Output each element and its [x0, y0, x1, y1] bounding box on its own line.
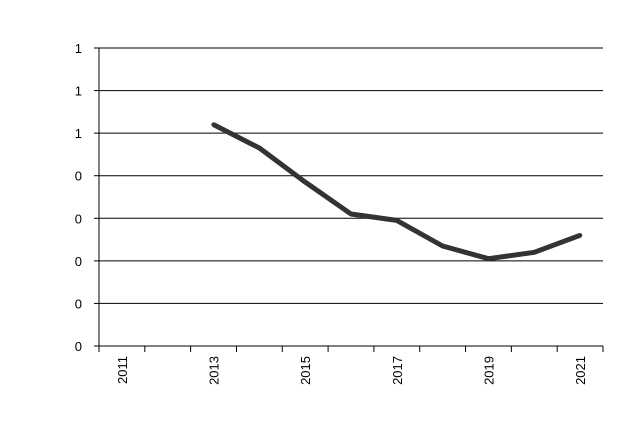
- data-point: [302, 179, 308, 185]
- x-tick-label: 2013: [207, 356, 222, 385]
- data-point: [532, 250, 537, 255]
- x-tick-label: 2021: [573, 356, 588, 385]
- series-line: [212, 122, 581, 262]
- data-point: [257, 145, 262, 151]
- y-tick-label: 0: [75, 296, 82, 311]
- y-axis: 0 0 0 0 0 1 1 1: [75, 41, 100, 354]
- y-tick-label: 1: [75, 126, 82, 141]
- y-tick-label: 0: [75, 211, 82, 226]
- y-tick-label: 0: [75, 254, 82, 269]
- data-point: [348, 211, 354, 217]
- data-point: [440, 243, 445, 249]
- y-tick-label: 0: [75, 339, 82, 354]
- y-tick-label: 1: [75, 84, 82, 99]
- data-point: [394, 218, 400, 223]
- x-axis: 2011 2013 2015 2017 2019 2021: [98, 345, 604, 385]
- data-point: [577, 233, 583, 238]
- x-tick-label: 2015: [298, 356, 313, 385]
- data-point: [486, 256, 491, 261]
- x-tick-label: 2019: [481, 356, 496, 385]
- x-tick-label: 2017: [390, 356, 405, 385]
- data-point: [211, 122, 216, 127]
- series-group: [211, 122, 583, 262]
- gridlines: [99, 47, 603, 304]
- y-tick-label: 1: [75, 41, 82, 56]
- x-tick-label: 2011: [115, 356, 130, 384]
- y-tick-label: 0: [75, 169, 82, 184]
